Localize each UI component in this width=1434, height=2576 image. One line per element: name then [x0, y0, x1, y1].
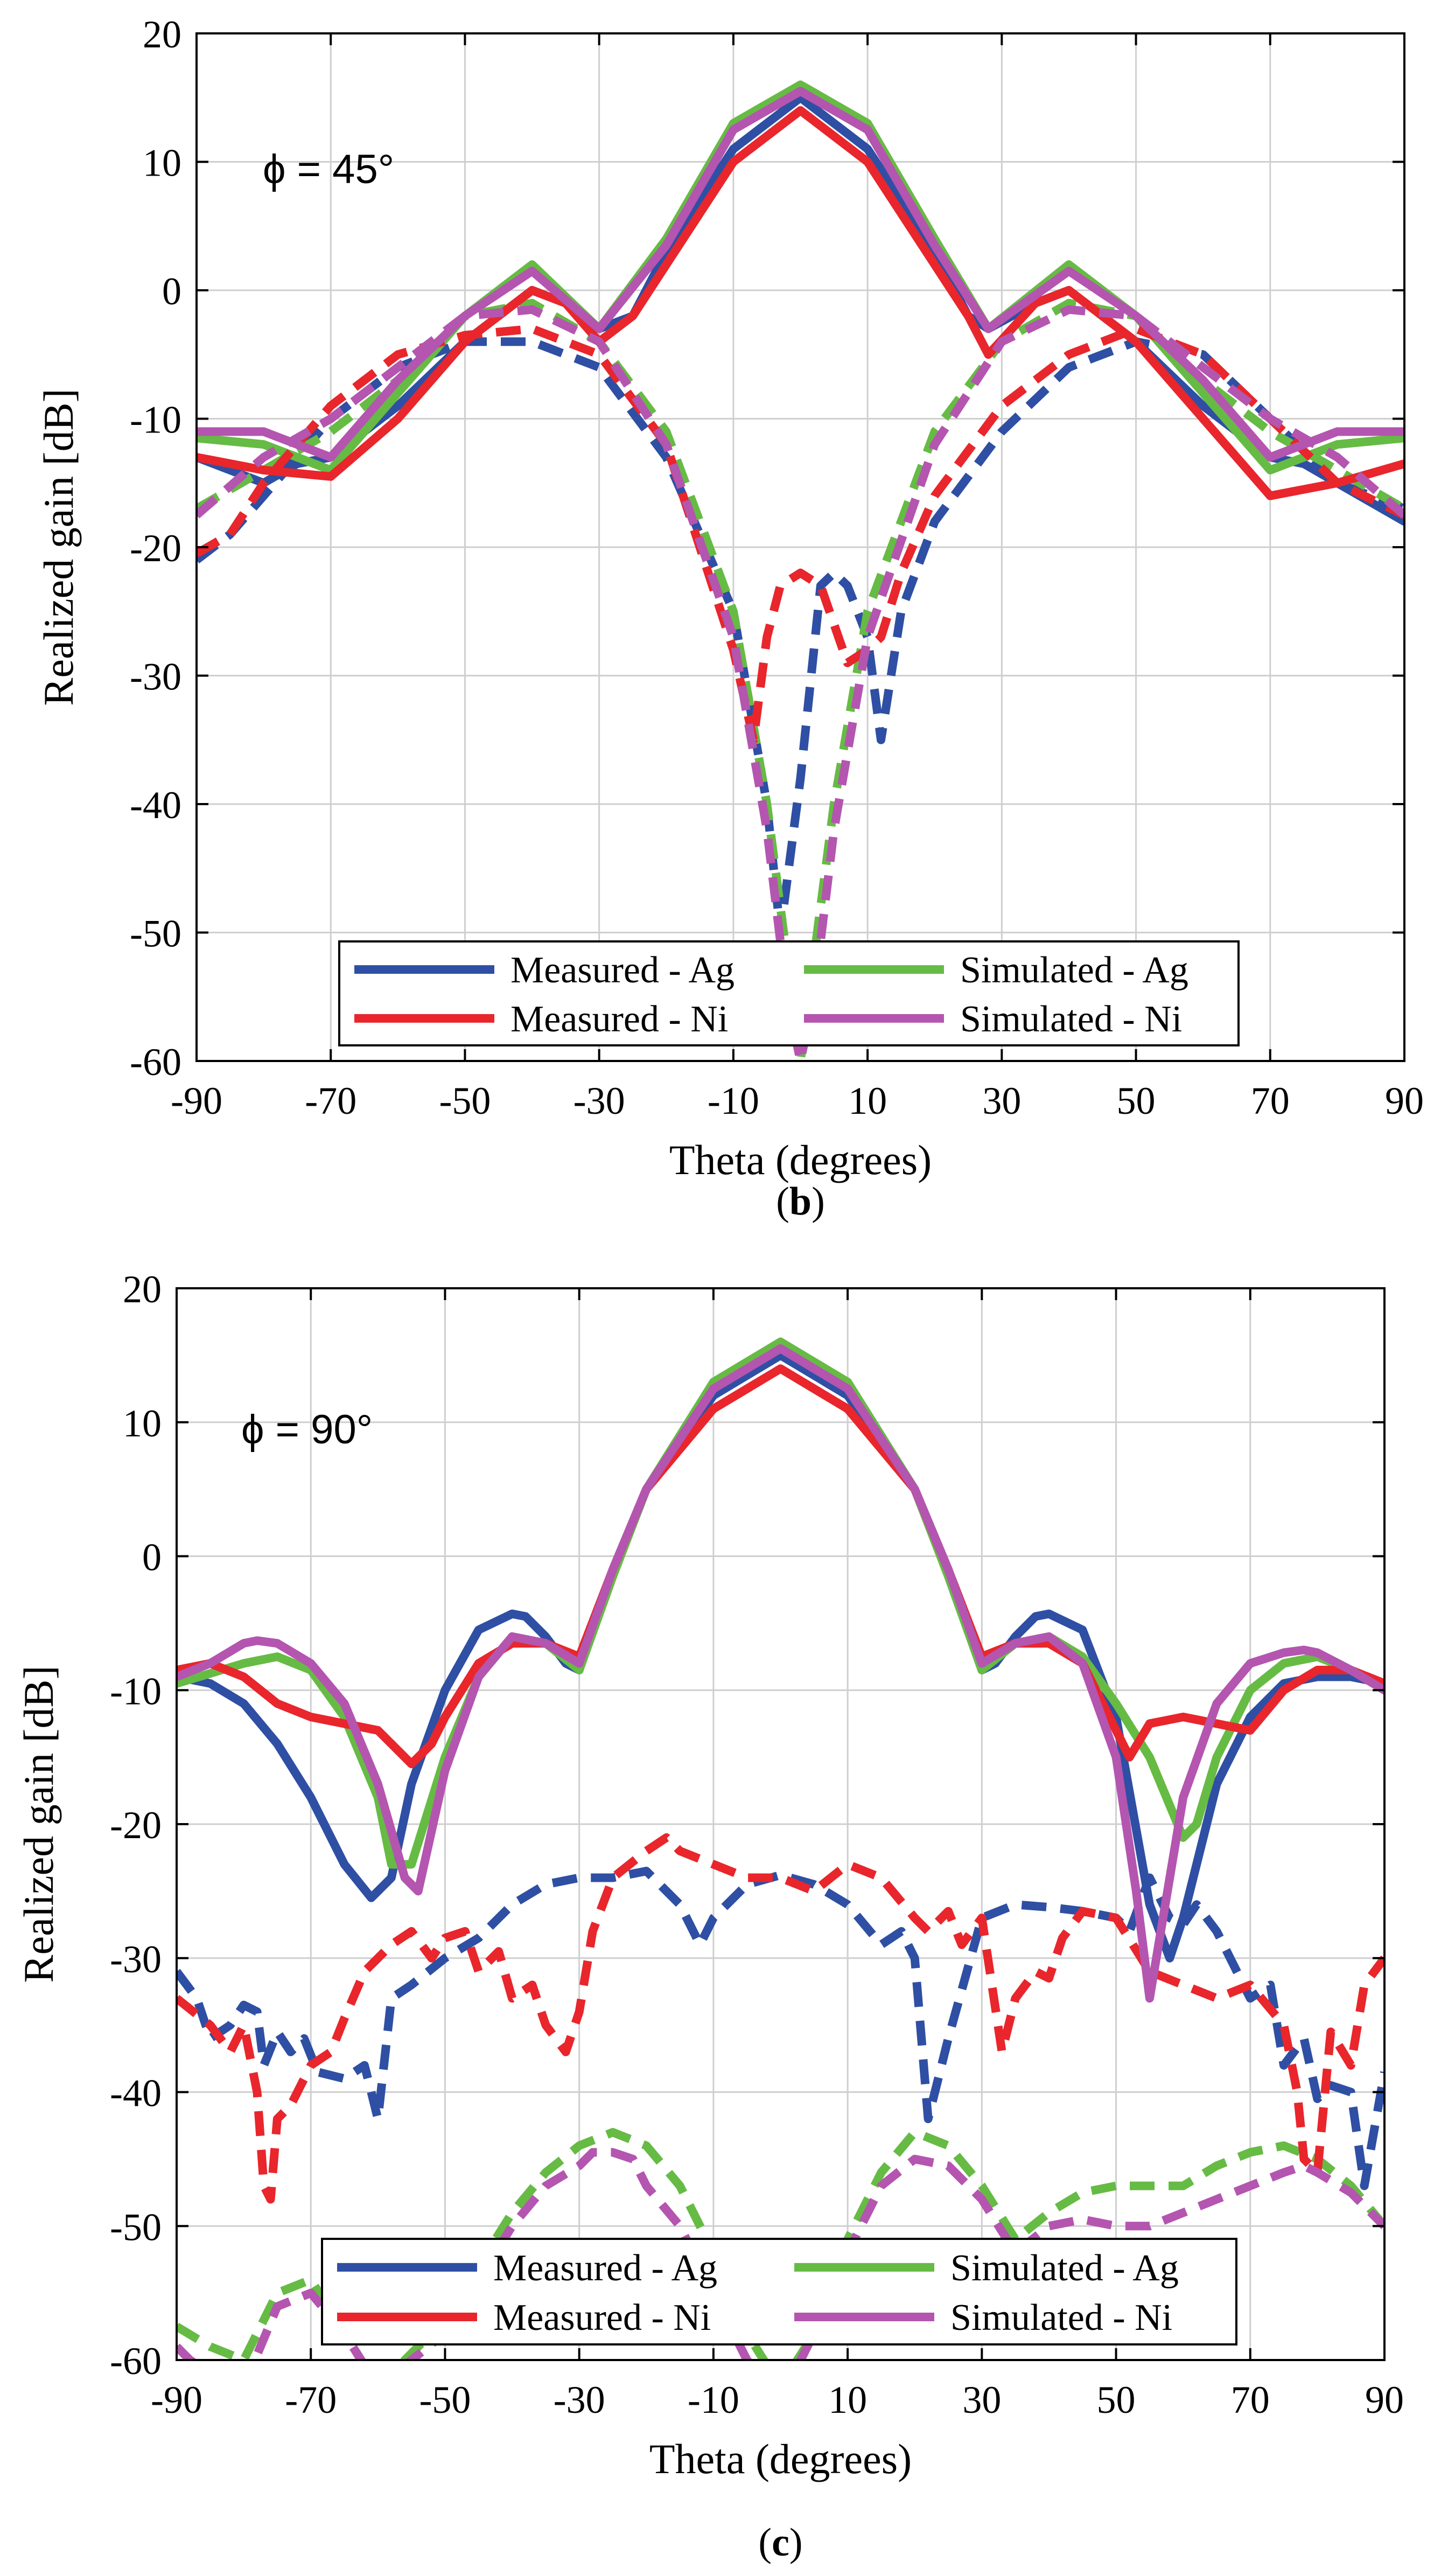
x-tick-labels: -90 -70 -50 -30 -10 10 30 50 70 90: [151, 2378, 1404, 2421]
x-tick-label: 90: [1365, 2378, 1404, 2421]
legend-box: [338, 940, 1240, 1046]
y-axis-label: Realized gain [dB]: [35, 388, 82, 706]
y-tick-label: -60: [110, 2340, 162, 2383]
x-tick-label: -10: [688, 2378, 739, 2421]
x-tick-label: 30: [982, 1079, 1021, 1122]
y-tick-label: -60: [130, 1041, 181, 1084]
legend-label-simulated-ni: Simulated - Ni: [950, 2297, 1172, 2338]
legend-label-measured-ag: Measured - Ag: [510, 950, 735, 991]
y-tick-labels: 20 10 0 -10 -20 -30 -40 -50 -60: [130, 13, 181, 1084]
series-simulated-ag-solid: [177, 1337, 1384, 1869]
x-tick-label: -50: [419, 2378, 471, 2421]
legend-label-measured-ni: Measured - Ni: [493, 2297, 711, 2338]
x-tick-label: 90: [1385, 1079, 1424, 1122]
series-simulated-ni-solid: [177, 1344, 1384, 2003]
y-tick-label: 10: [123, 1402, 162, 1445]
phi-annotation: ϕ = 45°: [263, 146, 394, 192]
tick-marks: [176, 1287, 1386, 2361]
panel-caption: (b): [776, 1179, 824, 1224]
y-tick-label: -10: [110, 1670, 162, 1713]
y-tick-label: -20: [110, 1804, 162, 1847]
chart-panel-b: 20 10 0 -10 -20 -30 -40 -50 -60 -90 -70 -50 -30 -10 1…: [35, 13, 1424, 1224]
y-tick-label: 10: [143, 142, 181, 185]
legend-box: [321, 2238, 1237, 2345]
x-tick-label: -30: [573, 1079, 625, 1122]
plot-area: [177, 1337, 1384, 2360]
legend: Measured - Ag Simulated - Ag Measured - Ni…: [338, 940, 1240, 1046]
series-measured-ni-solid: [197, 106, 1404, 500]
panel-label: b: [789, 1179, 812, 1224]
x-axis-label: Theta (degrees): [669, 1136, 932, 1183]
y-tick-label: -50: [110, 2205, 162, 2249]
legend-label-simulated-ag: Simulated - Ag: [950, 2247, 1179, 2289]
series-simulated-ag-dashed: [177, 2128, 1384, 2360]
x-axis-label: Theta (degrees): [649, 2435, 912, 2482]
x-tick-label: 50: [1117, 1079, 1156, 1122]
legend-label-simulated-ni: Simulated - Ni: [960, 999, 1182, 1040]
legend-label-measured-ag: Measured - Ag: [493, 2247, 717, 2289]
x-tick-label: -50: [439, 1079, 491, 1122]
series-simulated-ni-dashed: [177, 2148, 1384, 2360]
y-tick-label: -30: [110, 1938, 162, 1981]
x-tick-label: 10: [828, 2378, 867, 2421]
series-simulated-ag-solid: [197, 80, 1404, 474]
y-axis-label: Realized gain [dB]: [15, 1665, 62, 1982]
panel-caption: (c): [758, 2521, 802, 2565]
series-measured-ag-solid: [177, 1351, 1384, 1963]
x-tick-label: 10: [848, 1079, 887, 1122]
x-tick-label: -90: [171, 1079, 222, 1122]
plot-area: [197, 80, 1404, 1061]
x-tick-label: 70: [1231, 2378, 1270, 2421]
y-tick-label: 0: [162, 270, 181, 313]
x-tick-label: -90: [151, 2378, 202, 2421]
legend-label-simulated-ag: Simulated - Ag: [960, 950, 1188, 991]
y-tick-label: -10: [130, 399, 181, 442]
x-tick-label: -10: [708, 1079, 759, 1122]
y-tick-label: 20: [143, 13, 181, 56]
y-tick-label: -30: [130, 655, 181, 699]
tick-marks: [195, 32, 1405, 1062]
x-tick-label: 50: [1097, 2378, 1136, 2421]
series-measured-ag-solid: [197, 93, 1404, 526]
x-tick-label: 70: [1251, 1079, 1290, 1122]
y-tick-label: -50: [130, 912, 181, 955]
x-tick-label: 30: [962, 2378, 1001, 2421]
y-tick-label: 0: [142, 1536, 162, 1579]
y-tick-label: 20: [123, 1268, 162, 1311]
series-measured-ni-solid: [177, 1364, 1384, 1769]
x-tick-label: -70: [285, 2378, 337, 2421]
legend: Measured - Ag Simulated - Ag Measured - Ni…: [321, 2238, 1237, 2345]
y-tick-labels: 20 10 0 -10 -20 -30 -40 -50 -60: [110, 1268, 162, 2383]
x-tick-label: -30: [554, 2378, 605, 2421]
series-measured-ag-dashed: [197, 337, 1404, 937]
y-tick-label: -40: [130, 784, 181, 827]
series-measured-ni-dashed: [177, 1833, 1384, 2204]
x-tick-labels: -90 -70 -50 -30 -10 10 30 50 70 90: [171, 1079, 1424, 1122]
y-tick-label: -20: [130, 527, 181, 570]
y-tick-label: -40: [110, 2072, 162, 2115]
legend-label-measured-ni: Measured - Ni: [510, 999, 728, 1040]
series-simulated-ni-solid: [197, 87, 1404, 462]
x-tick-label: -70: [305, 1079, 356, 1122]
chart-panel-c: 20 10 0 -10 -20 -30 -40 -50 -60 -90 -70 -50 -30 -10 1…: [15, 1268, 1404, 2565]
panel-label: c: [772, 2521, 789, 2565]
phi-annotation: ϕ = 90°: [241, 1407, 373, 1453]
